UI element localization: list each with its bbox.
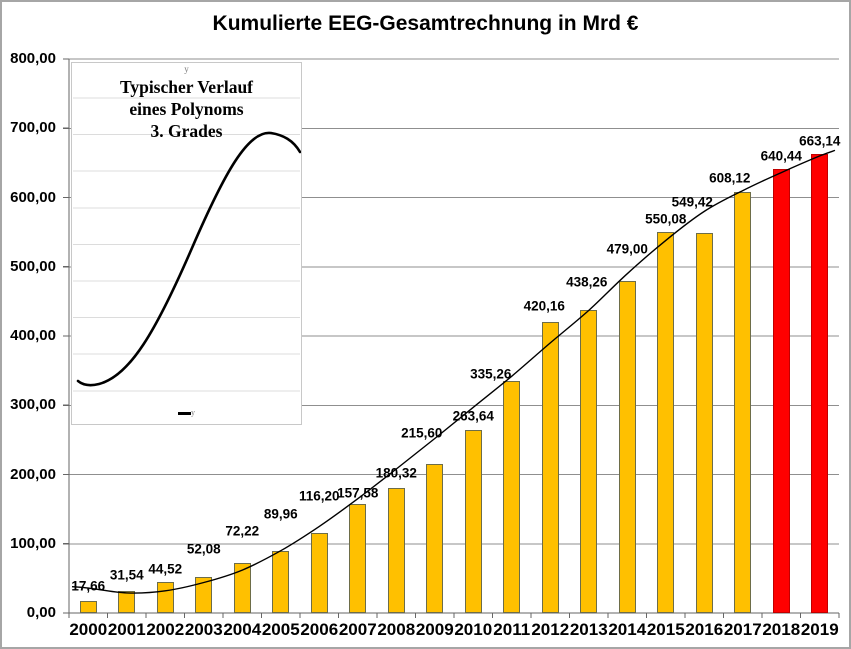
value-label-2014: 479,00	[606, 241, 648, 257]
x-axis-label-2005: 2005	[261, 620, 300, 639]
y-axis-label-500,00: 500,00	[10, 257, 56, 275]
x-axis-label-2018: 2018	[762, 620, 801, 639]
inset-legend-label: y	[191, 408, 195, 417]
value-label-2006: 116,20	[298, 488, 340, 504]
value-label-2015: 550,08	[645, 211, 687, 227]
value-label-2008: 180,32	[375, 465, 417, 481]
inset-legend-line-icon	[178, 411, 191, 415]
bar-2003	[195, 576, 213, 613]
inset-title: Typischer Verlauf eines Polynoms 3. Grad…	[72, 76, 301, 142]
value-label-2018: 640,44	[760, 148, 802, 164]
x-axis-label-2003: 2003	[184, 620, 223, 639]
x-axis-label-2010: 2010	[454, 620, 493, 639]
chart-title: Kumulierte EEG-Gesamtrechnung in Mrd €	[212, 12, 639, 35]
x-axis-label-2002: 2002	[146, 620, 185, 639]
x-axis-label-2011: 2011	[493, 620, 531, 639]
bar-2018	[772, 169, 790, 613]
y-axis-label-0,00: 0,00	[26, 604, 56, 621]
bar-2009	[426, 463, 444, 613]
bar-2016	[695, 232, 713, 613]
y-axis-label-800,00: 800,00	[10, 50, 56, 67]
y-axis-label-600,00: 600,00	[10, 188, 56, 206]
x-axis-label-2000: 2000	[69, 620, 108, 639]
value-label-2004: 72,22	[225, 523, 260, 539]
value-label-2007: 157,58	[337, 485, 379, 501]
x-axis-label-2019: 2019	[800, 620, 839, 639]
x-axis-label-2006: 2006	[300, 620, 339, 639]
bar-2014	[618, 281, 636, 613]
bar-2007	[349, 503, 367, 613]
inset-title-line-3: 3. Grades	[150, 121, 223, 141]
x-axis-label-2016: 2016	[685, 620, 724, 639]
inset-y-axis-label: y	[184, 64, 189, 74]
value-label-2013: 438,26	[566, 274, 608, 289]
bar-2004	[233, 562, 251, 613]
x-axis-label-2012: 2012	[531, 620, 570, 639]
x-axis-label-2007: 2007	[338, 620, 377, 639]
bar-2010	[464, 430, 482, 613]
x-axis-label-2004: 2004	[223, 620, 262, 639]
value-label-2017: 608,12	[709, 170, 751, 186]
inset-curve-canvas	[73, 97, 301, 392]
bar-2000	[79, 600, 97, 613]
value-label-2012: 420,16	[523, 298, 565, 314]
trendline-path	[71, 149, 836, 594]
y-axis-label-100,00: 100,00	[10, 534, 56, 552]
bar-2008	[387, 488, 405, 613]
x-axis-label-2008: 2008	[377, 620, 416, 639]
bar-2001	[118, 591, 136, 613]
value-label-2019: 663,14	[799, 133, 841, 149]
value-label-2002: 44,52	[148, 561, 183, 577]
value-label-2005: 89,96	[263, 506, 298, 522]
inset-polynomial-curve	[76, 131, 301, 387]
bar-2015	[657, 232, 675, 613]
y-axis-label-200,00: 200,00	[10, 465, 56, 483]
value-label-2001: 31,54	[109, 567, 144, 583]
value-label-2010: 263,64	[452, 408, 494, 424]
bar-2019	[811, 153, 829, 613]
bar-2006	[310, 532, 328, 613]
x-axis-label-2014: 2014	[608, 620, 647, 639]
value-label-2011: 335,26	[470, 366, 512, 382]
x-axis-label-2013: 2013	[569, 620, 608, 639]
y-axis-label-300,00: 300,00	[10, 396, 56, 414]
value-label-2003: 52,08	[186, 541, 221, 557]
x-axis-label-2001: 2001	[107, 620, 146, 639]
bar-2017	[734, 191, 752, 613]
x-axis-label-2015: 2015	[646, 620, 685, 639]
x-axis-label-2009: 2009	[415, 620, 454, 639]
value-label-2016: 549,42	[671, 194, 713, 210]
y-axis-label-700,00: 700,00	[10, 119, 56, 137]
bar-2011	[503, 380, 521, 613]
x-axis-label-2017: 2017	[723, 620, 762, 639]
value-label-2000: 17,66	[71, 578, 106, 594]
inset-legend: y	[72, 408, 301, 418]
y-axis-label-400,00: 400,00	[10, 327, 56, 344]
polynomial-inset: y Typischer Verlauf eines Polynoms 3. Gr…	[71, 62, 302, 425]
value-label-2009: 215,60	[401, 425, 443, 441]
bar-2012	[541, 322, 559, 613]
inset-title-line-1: Typischer Verlauf	[119, 77, 254, 97]
inset-title-line-2: eines Polynoms	[129, 99, 244, 119]
